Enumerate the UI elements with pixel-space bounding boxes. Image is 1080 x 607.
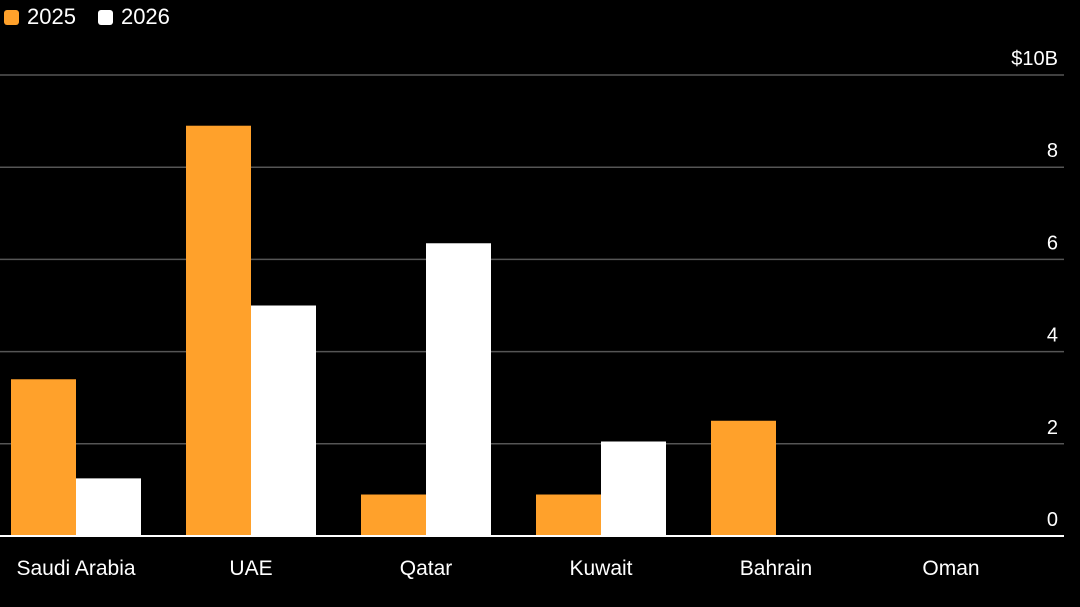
y-tick-label: 2 [1047, 417, 1058, 439]
bar-2025 [711, 420, 776, 536]
y-tick-label: 0 [1047, 509, 1058, 531]
gridlines [0, 74, 1064, 445]
legend-swatch-2025 [4, 9, 19, 25]
x-tick-label: Kuwait [569, 557, 632, 580]
bars [11, 125, 776, 537]
y-axis-labels: 0 2 4 6 8 $10B [1011, 48, 1058, 531]
legend-item-2025: 2025 [4, 4, 76, 30]
x-axis-labels: Saudi Arabia UAE Qatar Kuwait Bahrain Oman [16, 557, 979, 580]
x-tick-label: Qatar [400, 557, 453, 580]
legend-item-2026: 2026 [97, 4, 170, 30]
chart-legend: 2025 2026 [4, 4, 170, 30]
legend-label-2025: 2025 [27, 4, 76, 29]
y-tick-label: $10B [1011, 48, 1058, 70]
x-tick-label: Oman [922, 557, 979, 580]
x-tick-label: Bahrain [740, 557, 812, 580]
bar-2026 [601, 441, 666, 536]
bar-2025 [186, 125, 251, 537]
bar-2026 [76, 478, 141, 536]
y-tick-label: 8 [1047, 140, 1058, 162]
x-tick-label: Saudi Arabia [16, 557, 135, 580]
y-tick-label: 4 [1047, 325, 1058, 347]
bar-2025 [361, 494, 426, 536]
x-tick-label: UAE [229, 557, 272, 580]
legend-swatch-2026 [97, 9, 113, 25]
bar-2026 [251, 305, 316, 536]
y-tick-label: 6 [1047, 232, 1058, 254]
bar-2025 [11, 379, 76, 536]
bar-2026 [426, 243, 491, 536]
bar-2025 [536, 494, 601, 536]
legend-label-2026: 2026 [120, 4, 170, 29]
